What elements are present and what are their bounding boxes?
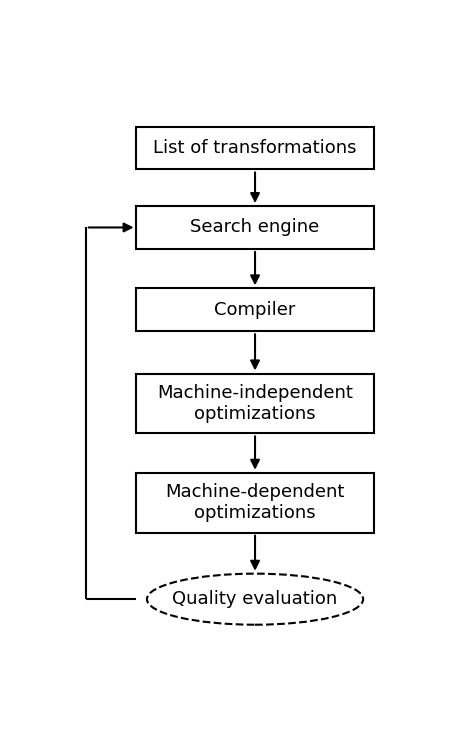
Text: Compiler: Compiler	[214, 301, 296, 319]
Bar	[136, 206, 373, 249]
Text: Search engine: Search engine	[190, 218, 320, 237]
Text: List of transformations: List of transformations	[153, 139, 357, 157]
Text: Machine-independent
optimizations: Machine-independent optimizations	[157, 384, 353, 423]
Bar	[136, 288, 373, 331]
Bar	[136, 374, 373, 433]
Bar	[136, 127, 373, 170]
Bar	[136, 473, 373, 533]
Ellipse shape	[147, 573, 363, 625]
Text: Quality evaluation: Quality evaluation	[172, 590, 338, 608]
Text: Machine-dependent
optimizations: Machine-dependent optimizations	[165, 483, 345, 522]
